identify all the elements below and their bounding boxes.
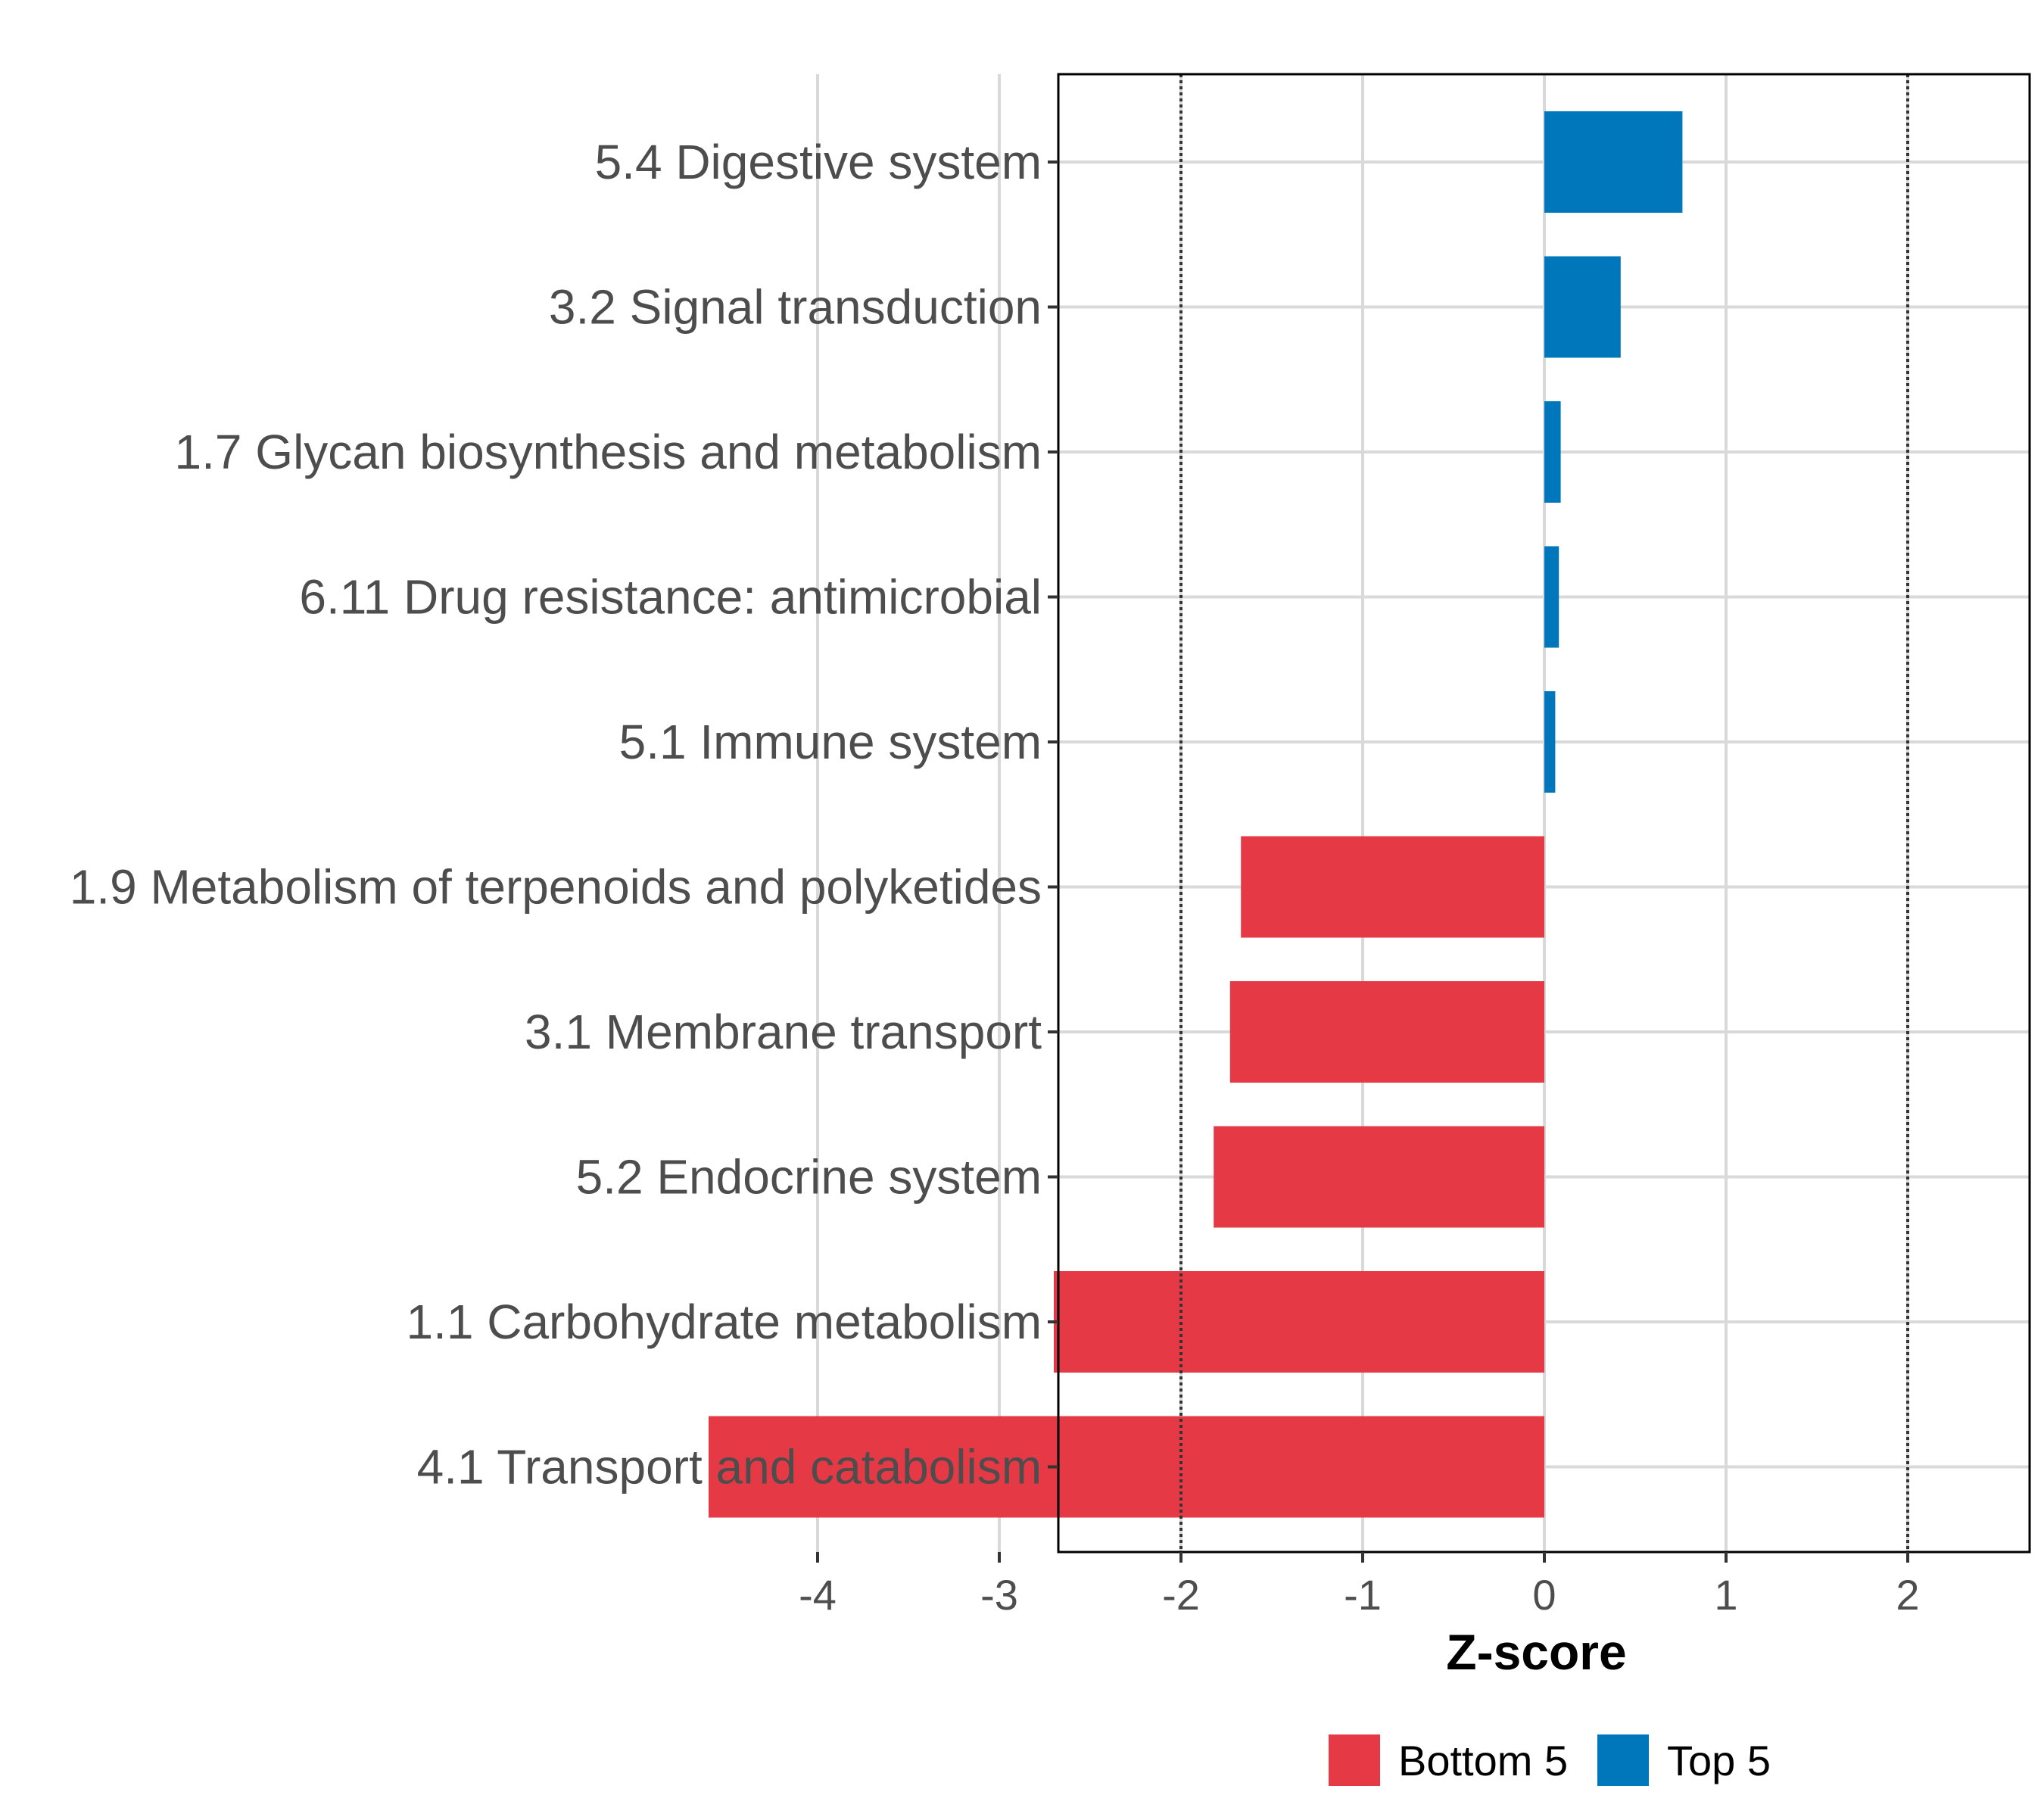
legend-swatch [1329,1734,1380,1786]
category-label: 6.11 Drug resistance: antimicrobial [299,570,1042,625]
x-axis-title: Z-score [1446,1624,1626,1680]
bar [1544,111,1683,213]
x-tick-label: -3 [980,1571,1018,1619]
bar [1241,836,1544,938]
x-tick-label: 1 [1714,1571,1737,1619]
bar [1214,1126,1544,1228]
y-axis-category-labels: 5.4 Digestive system 3.2 Signal transduct… [70,135,1042,1494]
category-label: 1.1 Carbohydrate metabolism [406,1295,1042,1349]
category-label: 4.1 Transport and catabolism [417,1440,1042,1494]
legend: Bottom 5 Top 5 [1329,1734,1771,1786]
bars [709,111,1683,1518]
category-label: 3.2 Signal transduction [549,280,1042,335]
category-label: 3.1 Membrane transport [525,1005,1042,1059]
bar [1054,1271,1544,1373]
category-label: 5.1 Immune system [619,715,1042,769]
x-axis-tick-labels: -4-3-2-101234 [799,1571,1919,1619]
category-label: 1.9 Metabolism of terpenoids and polyket… [70,860,1042,915]
bar [1544,546,1559,648]
bar [1544,691,1556,793]
category-label: 5.2 Endocrine system [576,1150,1042,1205]
legend-label: Bottom 5 [1398,1737,1568,1784]
y-axis-ticks [1048,161,1058,1469]
bar [1229,981,1544,1083]
bar [1544,401,1561,503]
bar [1544,256,1621,358]
x-tick-label: -2 [1162,1571,1200,1619]
x-tick-label: -1 [1344,1571,1382,1619]
x-tick-label: 0 [1532,1571,1556,1619]
category-label: 1.7 Glycan biosynthesis and metabolism [175,425,1042,479]
x-tick-label: 2 [1896,1571,1919,1619]
legend-swatch [1597,1734,1649,1786]
legend-label: Top 5 [1667,1737,1771,1784]
category-label: 5.4 Digestive system [595,135,1042,189]
x-tick-label: -4 [799,1571,837,1619]
bar [709,1416,1544,1518]
reference-lines [1179,74,1909,1552]
x-axis-ticks [816,1552,1909,1563]
